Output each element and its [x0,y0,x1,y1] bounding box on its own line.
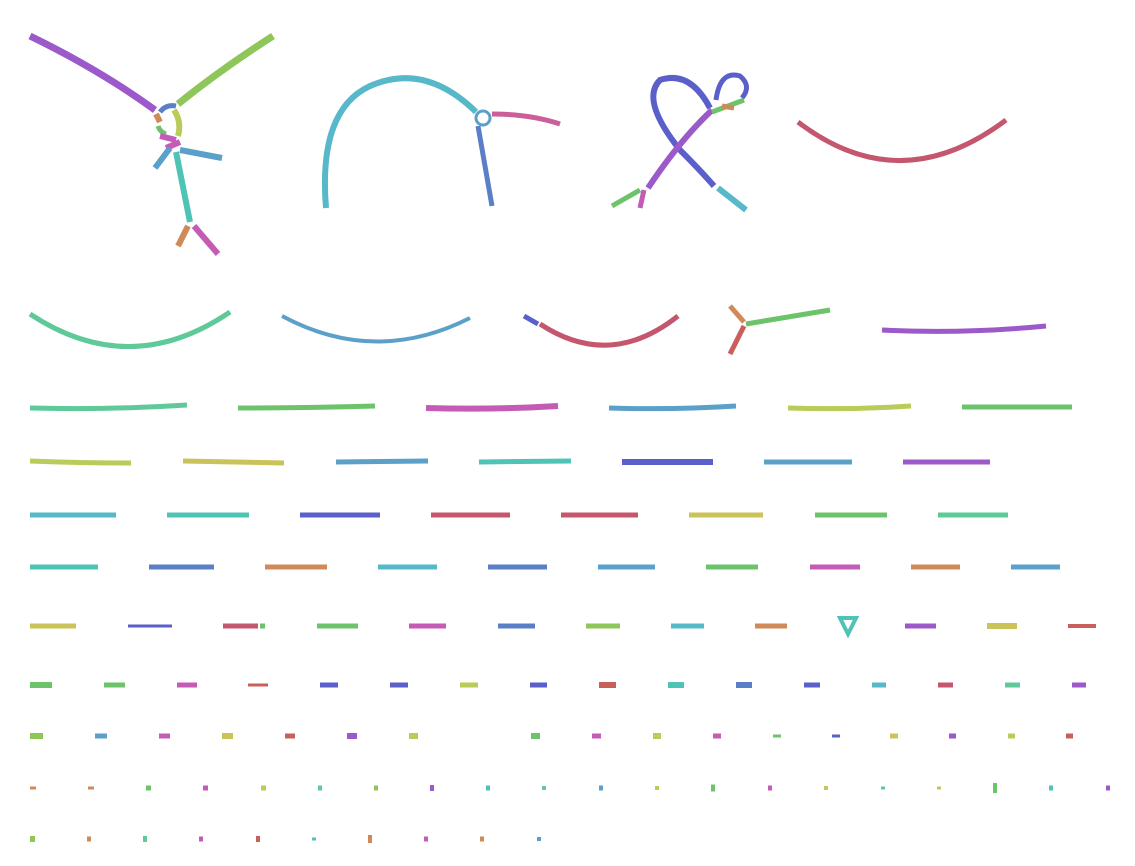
graph-segment[interactable] [175,33,275,107]
graph-segment[interactable] [474,109,492,127]
graph-segment[interactable] [727,324,747,356]
graph-segment[interactable] [159,133,177,143]
graph-segment[interactable] [237,403,376,411]
graph-segment[interactable] [153,112,163,124]
graph-segment[interactable] [179,147,223,161]
graph-segment[interactable] [538,314,680,348]
graph-segment[interactable] [281,314,471,344]
graph-segment[interactable] [152,146,173,170]
graph-segment[interactable] [478,458,572,465]
graph-segment[interactable] [321,75,479,209]
graph-segment[interactable] [28,32,158,113]
graph-segment[interactable] [787,403,912,412]
graph-segment[interactable] [645,107,715,190]
graph-segment[interactable] [728,304,746,324]
graph-component[interactable] [321,75,561,209]
graph-segment[interactable] [796,118,1008,163]
graph-segment[interactable] [191,224,221,256]
graph-segment[interactable] [716,185,748,213]
graph-segment[interactable] [745,307,831,327]
graph-segment[interactable] [182,458,285,466]
graph-segment[interactable] [522,313,540,327]
graph-segment[interactable] [29,458,132,466]
graph-component[interactable] [727,304,831,356]
graph-segment[interactable] [335,458,429,465]
graph-segment[interactable] [173,151,193,223]
graph-segment[interactable] [158,103,177,114]
graph-segment[interactable] [721,103,735,111]
graph-segment[interactable] [171,108,183,137]
graph-segment[interactable] [637,189,647,209]
graph-segment[interactable] [650,74,717,188]
graph-segment[interactable] [475,125,495,207]
graph-segment[interactable] [175,224,191,248]
graph-segment[interactable] [881,323,1047,334]
graph-segment[interactable] [608,403,737,412]
graph-segment[interactable] [836,616,860,639]
graph-segment[interactable] [29,402,188,412]
graph-segment[interactable] [610,187,642,209]
graph-component[interactable] [610,72,749,213]
graph-segment[interactable] [713,72,749,101]
graph-segment[interactable] [425,403,559,412]
graph-segment[interactable] [491,111,561,127]
graph-component[interactable] [28,32,275,256]
graph-segment[interactable] [28,309,232,349]
graph-segment[interactable] [155,125,167,137]
